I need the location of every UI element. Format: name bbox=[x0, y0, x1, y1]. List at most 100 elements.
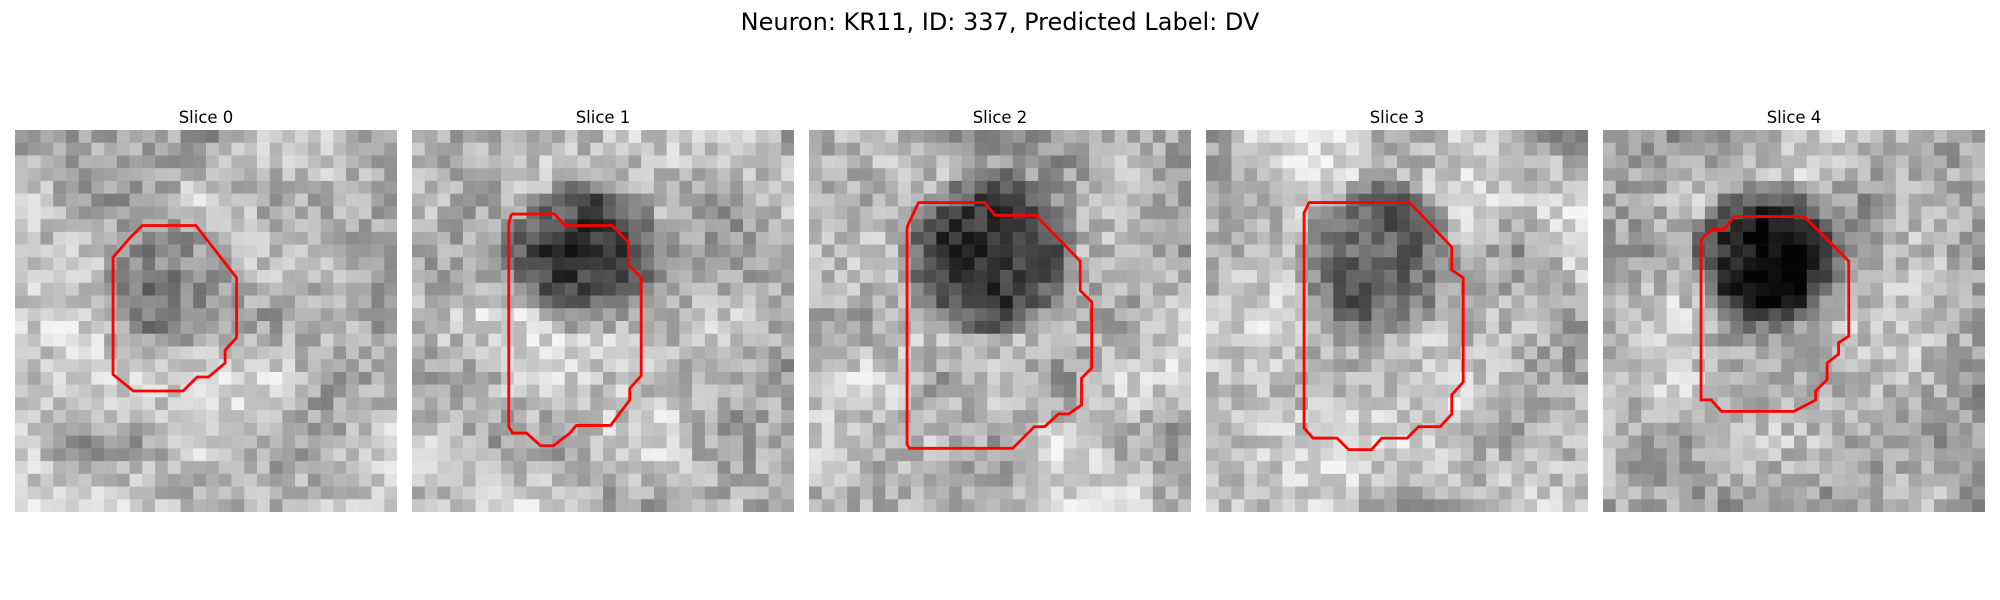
pixel bbox=[1704, 486, 1718, 500]
pixel bbox=[1615, 333, 1629, 347]
pixel bbox=[1473, 333, 1487, 347]
pixel bbox=[730, 142, 744, 156]
pixel bbox=[1666, 282, 1680, 296]
pixel bbox=[809, 410, 822, 424]
pixel bbox=[91, 244, 105, 258]
pixel bbox=[1653, 308, 1667, 322]
pixel bbox=[1755, 461, 1769, 475]
pixel bbox=[78, 435, 92, 449]
pixel bbox=[1114, 193, 1128, 207]
pixel bbox=[577, 397, 591, 411]
pixel bbox=[501, 448, 515, 462]
pixel bbox=[1603, 371, 1616, 385]
pixel bbox=[1269, 346, 1283, 360]
pixel bbox=[1460, 206, 1474, 220]
pixel bbox=[1000, 461, 1013, 475]
pixel bbox=[1498, 193, 1512, 207]
pixel bbox=[615, 359, 629, 373]
pixel bbox=[1743, 486, 1757, 500]
pixel bbox=[412, 473, 425, 487]
pixel bbox=[513, 346, 527, 360]
pixel bbox=[1320, 371, 1334, 385]
pixel bbox=[1371, 219, 1385, 233]
pixel bbox=[1320, 155, 1334, 169]
pixel bbox=[1447, 359, 1461, 373]
pixel bbox=[193, 422, 207, 436]
pixel bbox=[1883, 499, 1897, 512]
pixel bbox=[384, 130, 397, 143]
pixel bbox=[1537, 180, 1551, 194]
pixel bbox=[1000, 244, 1013, 258]
pixel bbox=[1857, 206, 1871, 220]
pixel bbox=[1946, 461, 1960, 475]
pixel bbox=[1320, 295, 1334, 309]
pixel bbox=[358, 130, 372, 143]
pixel bbox=[513, 282, 527, 296]
pixel bbox=[1486, 130, 1500, 143]
pixel bbox=[1679, 422, 1693, 436]
pixel bbox=[847, 168, 861, 182]
pixel bbox=[949, 219, 963, 233]
roi-outline bbox=[1699, 215, 1851, 413]
pixel bbox=[1498, 308, 1512, 322]
pixel bbox=[1307, 359, 1321, 373]
pixel bbox=[244, 168, 258, 182]
pixel bbox=[1653, 473, 1667, 487]
pixel bbox=[1615, 308, 1629, 322]
pixel bbox=[1050, 473, 1064, 487]
pixel bbox=[1921, 422, 1935, 436]
pixel bbox=[847, 384, 861, 398]
pixel bbox=[577, 142, 591, 156]
pixel bbox=[450, 244, 464, 258]
pixel bbox=[1883, 448, 1897, 462]
pixel bbox=[1486, 219, 1500, 233]
pixel bbox=[501, 142, 515, 156]
pixel bbox=[1231, 499, 1245, 512]
pixel bbox=[1959, 397, 1973, 411]
pixel bbox=[1371, 308, 1385, 322]
pixel bbox=[1895, 486, 1909, 500]
pixel bbox=[1076, 130, 1090, 143]
pixel bbox=[78, 231, 92, 245]
pixel bbox=[1269, 193, 1283, 207]
pixel bbox=[1114, 333, 1128, 347]
pixel bbox=[1653, 155, 1667, 169]
pixel bbox=[1320, 359, 1334, 373]
pixel bbox=[1781, 257, 1795, 271]
pixel bbox=[539, 371, 553, 385]
pixel bbox=[1152, 180, 1166, 194]
pixel bbox=[1498, 142, 1512, 156]
pixel bbox=[1628, 473, 1642, 487]
pixel bbox=[859, 422, 873, 436]
pixel bbox=[1256, 270, 1270, 284]
pixel bbox=[513, 448, 527, 462]
pixel bbox=[1692, 461, 1706, 475]
pixel bbox=[1256, 206, 1270, 220]
pixel bbox=[488, 155, 502, 169]
pixel bbox=[1524, 295, 1538, 309]
pixel bbox=[27, 257, 41, 271]
pixel bbox=[231, 231, 245, 245]
pixel bbox=[1000, 486, 1013, 500]
pixel bbox=[781, 193, 794, 207]
pixel bbox=[1498, 155, 1512, 169]
pixel bbox=[564, 333, 578, 347]
pixel bbox=[1603, 435, 1616, 449]
pixel bbox=[1679, 461, 1693, 475]
pixel bbox=[526, 346, 540, 360]
pixel bbox=[1844, 295, 1858, 309]
pixel bbox=[65, 231, 79, 245]
pixel bbox=[1946, 499, 1960, 512]
pixel bbox=[564, 384, 578, 398]
pixel bbox=[231, 359, 245, 373]
pixel bbox=[1743, 435, 1757, 449]
pixel bbox=[1127, 448, 1141, 462]
pixel bbox=[358, 346, 372, 360]
pixel bbox=[717, 155, 731, 169]
pixel bbox=[1743, 384, 1757, 398]
pixel bbox=[1603, 410, 1616, 424]
pixel bbox=[1384, 130, 1398, 143]
pixel bbox=[1127, 206, 1141, 220]
pixel bbox=[859, 180, 873, 194]
pixel bbox=[1320, 231, 1334, 245]
